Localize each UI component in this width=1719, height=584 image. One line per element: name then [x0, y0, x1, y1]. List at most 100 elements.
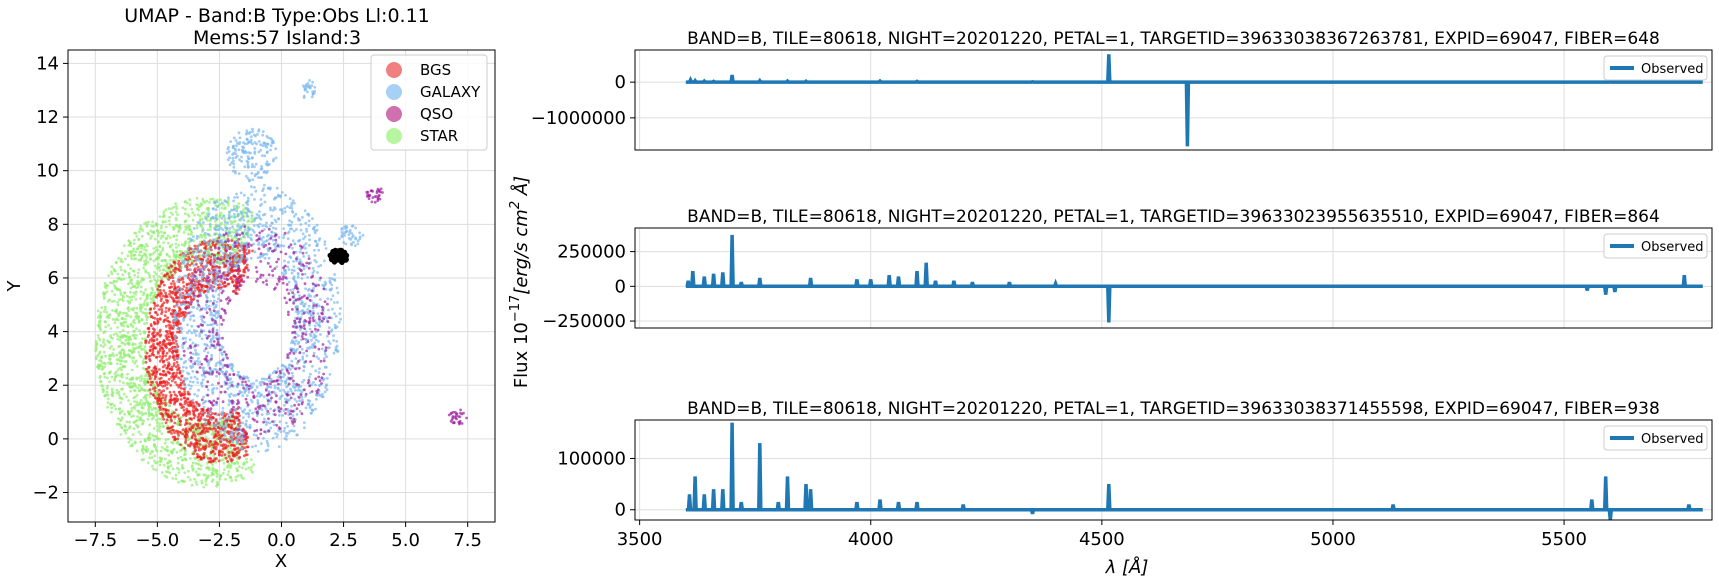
umap-point: [240, 391, 243, 394]
umap-point: [187, 329, 191, 333]
umap-point: [288, 429, 292, 433]
umap-point: [129, 290, 132, 294]
umap-point: [183, 378, 187, 381]
umap-point: [167, 219, 171, 223]
umap-point: [103, 320, 107, 323]
umap-point: [133, 342, 137, 346]
umap-point: [286, 353, 290, 357]
umap-point: [173, 312, 177, 316]
umap-point: [165, 295, 168, 298]
umap-point: [156, 384, 160, 387]
umap-point: [122, 364, 125, 368]
umap-point: [192, 227, 196, 230]
umap-point: [245, 401, 249, 404]
umap-point: [229, 234, 233, 238]
umap-point: [130, 278, 134, 282]
umap-point: [213, 268, 216, 272]
umap-point: [223, 199, 227, 203]
umap-point: [231, 369, 235, 372]
umap-point: [240, 248, 244, 251]
umap-point: [286, 265, 290, 269]
umap-point: [164, 421, 168, 425]
umap-point: [162, 417, 166, 421]
umap-point: [112, 299, 116, 303]
umap-point: [119, 265, 122, 269]
umap-point: [175, 207, 179, 211]
umap-point: [222, 245, 226, 249]
umap-point: [170, 273, 174, 277]
umap-point: [287, 245, 291, 249]
umap-point: [215, 387, 219, 390]
umap-point: [307, 254, 311, 258]
umap-point: [213, 452, 217, 456]
umap-point: [181, 337, 185, 341]
umap-point: [173, 319, 177, 323]
umap-point: [290, 201, 294, 205]
umap-point: [139, 440, 143, 444]
umap-point: [172, 415, 176, 419]
umap-point: [202, 485, 206, 489]
umap-point: [228, 231, 232, 235]
umap-point: [146, 380, 150, 384]
umap-point: [146, 327, 150, 330]
umap-point: [144, 412, 148, 415]
umap-point: [96, 309, 100, 313]
umap-point: [159, 252, 163, 256]
umap-point: [290, 359, 294, 363]
umap-point: [144, 314, 148, 317]
umap-point: [259, 217, 263, 221]
umap-point: [220, 385, 224, 388]
umap-point: [160, 224, 163, 228]
umap-point: [201, 408, 205, 411]
umap-point: [290, 371, 294, 375]
umap-point: [216, 421, 220, 424]
umap-point: [215, 300, 219, 304]
umap-point: [286, 425, 289, 428]
umap-point: [280, 191, 284, 194]
umap-point: [257, 214, 261, 218]
umap-point: [100, 306, 104, 309]
umap-point: [194, 353, 198, 356]
umap-point: [189, 428, 193, 432]
umap-point: [196, 430, 200, 433]
umap-point: [207, 233, 211, 237]
umap-point: [262, 240, 265, 244]
umap-point: [117, 422, 121, 426]
umap-point: [119, 291, 123, 294]
umap-point: [158, 459, 162, 463]
umap-point: [241, 204, 245, 207]
umap-point: [194, 263, 198, 266]
umap-point: [159, 333, 163, 337]
umap-point: [273, 197, 276, 201]
umap-point: [187, 287, 190, 290]
umap-point: [190, 238, 194, 242]
umap-point: [302, 369, 306, 373]
umap-point: [260, 377, 264, 381]
umap-point: [126, 324, 129, 328]
umap-point: [294, 339, 298, 343]
umap-point: [179, 431, 183, 434]
umap-point: [308, 327, 312, 331]
umap-point: [200, 430, 204, 434]
umap-point: [134, 290, 138, 294]
umap-point: [128, 296, 131, 299]
umap-point: [245, 419, 248, 423]
umap-point: [174, 205, 178, 208]
umap-point: [281, 414, 285, 417]
umap-point: [307, 293, 311, 297]
umap-point: [332, 351, 336, 355]
umap-point: [145, 318, 149, 321]
umap-point: [149, 297, 153, 300]
umap-point: [195, 483, 199, 486]
umap-point: [223, 217, 227, 220]
umap-point: [163, 474, 167, 478]
umap-point: [119, 362, 123, 366]
umap-point: [333, 273, 336, 276]
umap-point: [196, 285, 200, 289]
umap-point: [173, 401, 177, 404]
umap-point: [256, 224, 259, 227]
umap-point: [185, 313, 188, 317]
umap-point: [283, 426, 287, 430]
umap-point: [214, 427, 217, 431]
umap-point: [225, 262, 228, 266]
